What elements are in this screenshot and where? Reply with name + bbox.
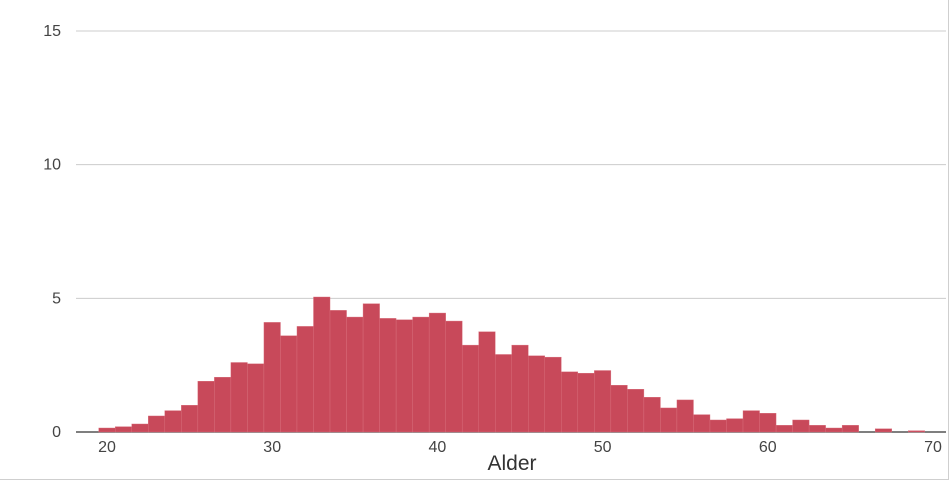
histogram-bar [313, 296, 331, 433]
histogram-bar [660, 407, 678, 433]
histogram-bar [280, 335, 298, 433]
bars [98, 296, 925, 433]
histogram-bar [230, 362, 248, 433]
histogram-bar [594, 370, 612, 433]
histogram-bar [478, 331, 496, 433]
histogram-bar [610, 385, 628, 433]
x-axis-label: Alder [487, 452, 536, 475]
histogram-bar [247, 363, 265, 433]
histogram-bar [825, 427, 843, 433]
histogram-bar [544, 356, 562, 433]
y-tick-label: 5 [52, 290, 61, 307]
x-tick-label: 70 [924, 439, 942, 456]
histogram-bar [181, 405, 199, 433]
histogram-bar [379, 318, 397, 433]
histogram-bar [428, 312, 446, 433]
histogram-bar [693, 414, 711, 433]
histogram-bar [445, 320, 463, 433]
histogram-bar [362, 303, 380, 433]
histogram-bar [808, 425, 826, 433]
histogram-bar [495, 354, 512, 433]
histogram-bar [98, 427, 116, 433]
histogram-bar [742, 410, 760, 433]
histogram-bar [329, 310, 347, 433]
histogram-bar [412, 316, 430, 433]
histogram-bar [908, 430, 925, 433]
histogram-bar [841, 425, 859, 433]
x-tick-label: 30 [263, 439, 281, 456]
histogram-bar [197, 381, 215, 433]
x-tick-label: 20 [98, 439, 116, 456]
histogram-bar [296, 326, 314, 433]
x-tick-label: 40 [429, 439, 447, 456]
histogram-bar [709, 419, 727, 433]
histogram-bar [676, 399, 694, 433]
histogram-bar [643, 397, 661, 433]
histogram-bar [627, 389, 645, 433]
x-tick-label: 60 [759, 439, 777, 456]
y-tick-label: 10 [43, 157, 61, 174]
histogram-bar [214, 376, 232, 433]
histogram-bar [148, 415, 166, 433]
histogram-bar [395, 319, 413, 433]
y-tick-label: 0 [52, 424, 61, 441]
x-tick-label: 50 [594, 439, 612, 456]
histogram-bar [775, 425, 793, 433]
histogram-bar [131, 423, 149, 433]
histogram-bar [759, 413, 777, 433]
histogram-bar [263, 322, 281, 433]
histogram-bar [874, 428, 892, 433]
histogram-bar [346, 316, 364, 433]
histogram-bar [528, 355, 545, 433]
y-tick-label: 15 [43, 23, 61, 40]
histogram-bar [561, 371, 579, 433]
histogram-bar [115, 426, 132, 433]
histogram-bar [577, 372, 595, 433]
histogram-bar [164, 410, 182, 433]
x-axis-ticks: 20 30 40 50 60 70 [98, 439, 942, 456]
histogram-bar [511, 344, 529, 433]
y-axis-ticks: 0 5 10 15 [43, 23, 61, 441]
histogram-bar [461, 344, 479, 433]
histogram-bar [726, 418, 744, 433]
histogram-bar [792, 419, 810, 433]
